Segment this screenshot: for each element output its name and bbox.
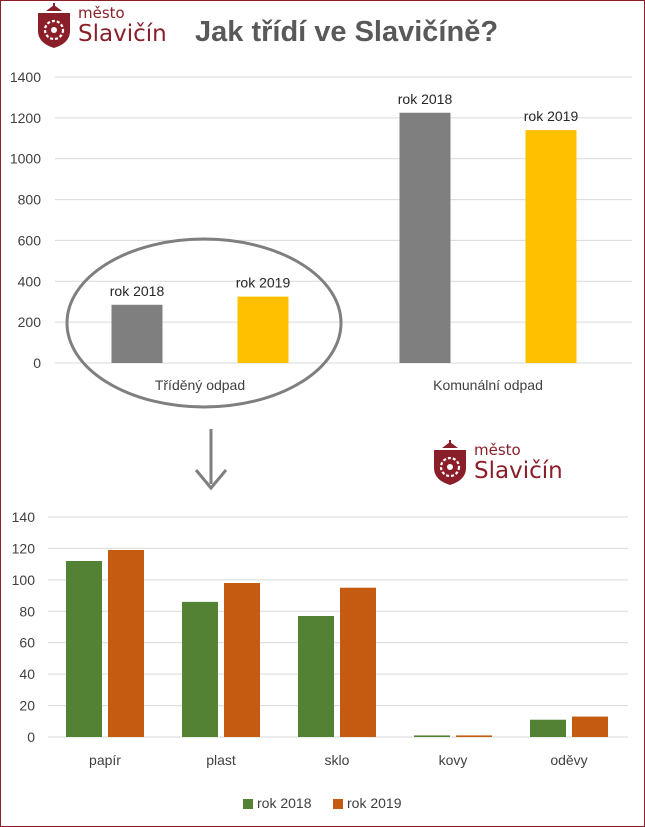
bar bbox=[525, 130, 577, 363]
x-tick-label: kovy bbox=[439, 752, 468, 768]
data-label: rok 2019 bbox=[236, 275, 291, 291]
y-tick-label: 1400 bbox=[10, 69, 41, 85]
data-label: rok 2018 bbox=[110, 283, 165, 299]
bar bbox=[224, 583, 260, 737]
y-tick-label: 60 bbox=[19, 635, 35, 651]
bar bbox=[414, 735, 450, 737]
legend-swatch bbox=[243, 799, 253, 809]
y-tick-label: 20 bbox=[19, 698, 35, 714]
bar bbox=[572, 716, 608, 737]
logo-top: město Slavičín bbox=[34, 3, 167, 49]
logo-big-text: Slavičín bbox=[474, 458, 563, 484]
data-label: rok 2018 bbox=[398, 91, 453, 107]
y-tick-label: 40 bbox=[19, 666, 35, 682]
y-tick-label: 400 bbox=[18, 273, 42, 289]
y-tick-label: 200 bbox=[18, 314, 42, 330]
logo-big-text: Slavičín bbox=[78, 21, 167, 47]
bar bbox=[182, 601, 218, 737]
x-tick-label: sklo bbox=[325, 752, 350, 768]
y-tick-label: 1000 bbox=[10, 151, 41, 167]
legend-swatch bbox=[333, 799, 343, 809]
x-tick-label: Tříděný odpad bbox=[155, 377, 245, 393]
x-tick-label: papír bbox=[89, 752, 121, 768]
y-tick-label: 800 bbox=[18, 192, 42, 208]
callout-arrow-head bbox=[194, 469, 228, 491]
legend-label: rok 2019 bbox=[347, 795, 402, 811]
y-tick-label: 120 bbox=[12, 540, 36, 556]
y-tick-label: 1200 bbox=[10, 110, 41, 126]
legend-label: rok 2018 bbox=[257, 795, 312, 811]
bar bbox=[340, 587, 376, 737]
callout-ellipse bbox=[65, 237, 343, 409]
y-tick-label: 600 bbox=[18, 232, 42, 248]
bar bbox=[399, 112, 451, 363]
bar bbox=[530, 719, 566, 737]
x-tick-label: Komunální odpad bbox=[433, 377, 543, 393]
x-tick-label: plast bbox=[206, 752, 236, 768]
page-title: Jak třídí ve Slavičíně? bbox=[195, 16, 499, 48]
coat-of-arms-icon bbox=[434, 440, 466, 485]
y-tick-label: 80 bbox=[19, 603, 35, 619]
logo-small-text: město bbox=[474, 441, 521, 459]
logo-small-text: město bbox=[78, 4, 125, 22]
x-tick-label: oděvy bbox=[550, 752, 587, 768]
logo-middle: město Slavičín bbox=[430, 440, 563, 486]
y-tick-label: 0 bbox=[27, 729, 35, 745]
bar bbox=[237, 296, 289, 363]
bar bbox=[298, 616, 334, 737]
bar bbox=[66, 561, 102, 737]
bar bbox=[456, 735, 492, 737]
bar bbox=[111, 304, 163, 363]
bar bbox=[108, 550, 144, 737]
y-tick-label: 0 bbox=[33, 355, 41, 371]
y-tick-label: 100 bbox=[12, 572, 36, 588]
y-tick-label: 140 bbox=[12, 509, 36, 525]
coat-of-arms-icon bbox=[38, 3, 70, 48]
data-label: rok 2019 bbox=[524, 108, 579, 124]
